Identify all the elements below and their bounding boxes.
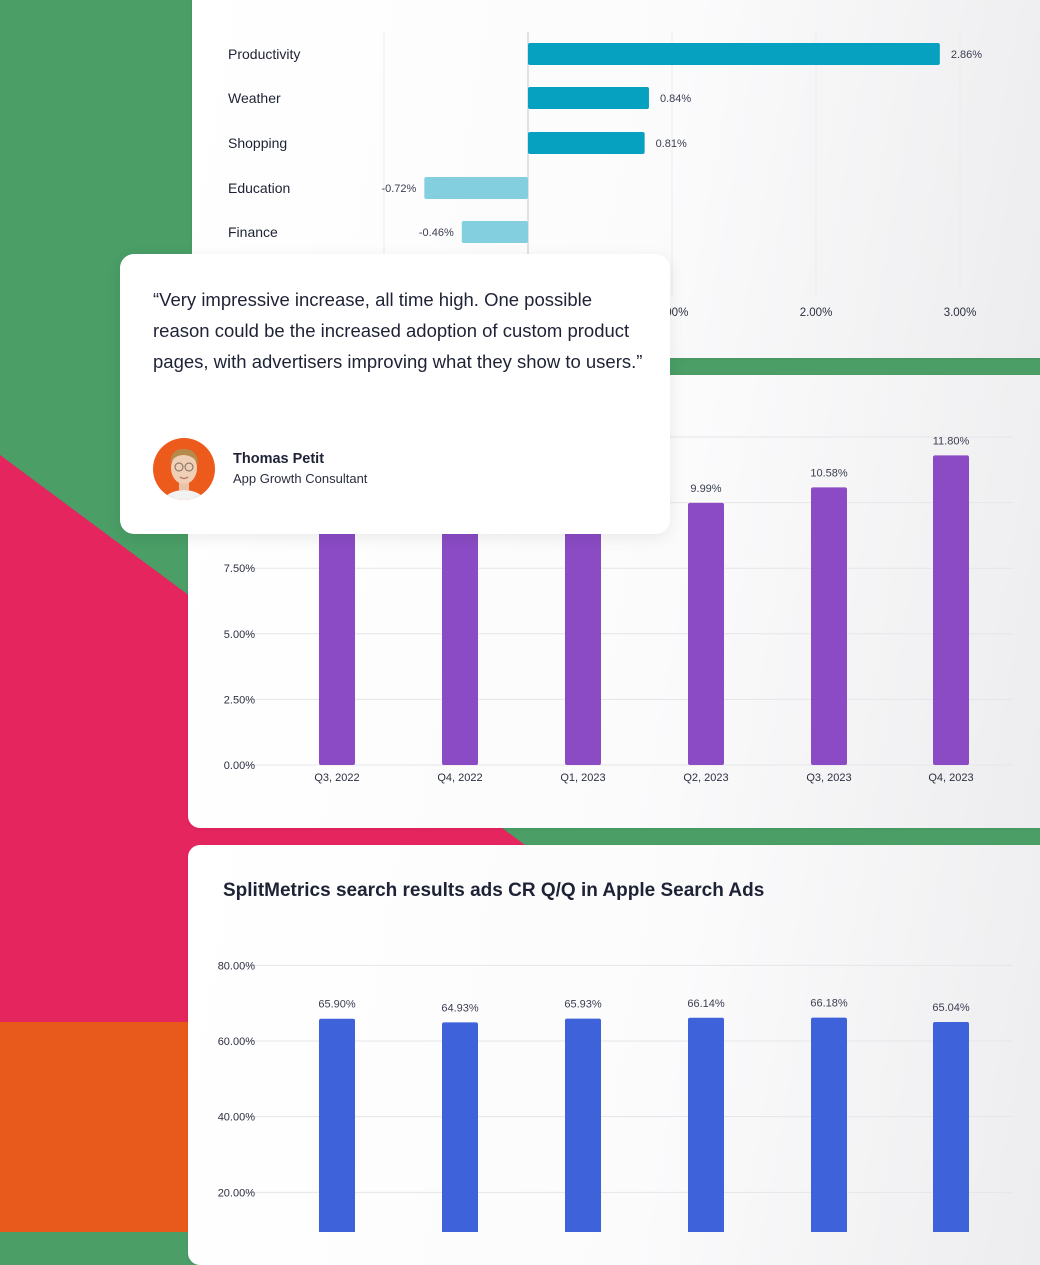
avatar — [153, 438, 215, 500]
quote-text: “Very impressive increase, all time high… — [153, 289, 643, 372]
author-name: Thomas Petit — [233, 451, 325, 467]
search-results-cr-chart-card — [188, 845, 1040, 1265]
chart-title: SplitMetrics search results ads CR Q/Q i… — [223, 880, 765, 901]
background-orange — [0, 1022, 190, 1232]
person-photo-icon — [162, 448, 206, 500]
testimonial-card: “Very impressive increase, all time high… — [120, 254, 670, 534]
author-role: App Growth Consultant — [233, 471, 368, 486]
